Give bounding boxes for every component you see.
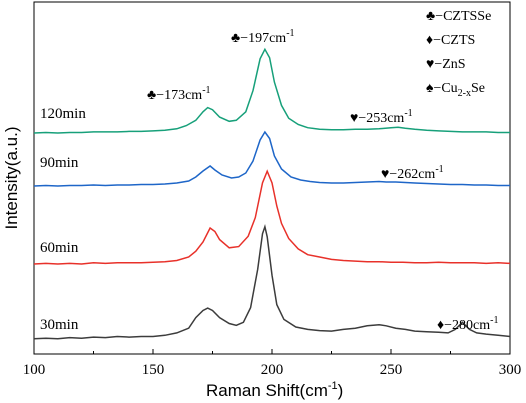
annotation-197: ♣−197cm-1 — [231, 28, 295, 46]
legend-item-cztsse: ♣−CZTSSe — [426, 9, 491, 24]
annotation-253: ♥−253cm-1 — [350, 108, 413, 126]
legend: ♣−CZTSSe ♦−CZTS ♥−ZnS ♠−Cu2-xSe — [426, 9, 491, 99]
x-axis-ticks: 100 150 200 250 300 — [23, 349, 522, 378]
series-line-90min — [33, 130, 510, 187]
series-line-120min — [33, 47, 510, 134]
y-axis-title: Intensity(a.u.) — [2, 127, 21, 230]
series-line-30min — [33, 223, 511, 340]
x-tick-label-200: 200 — [261, 362, 284, 378]
x-tick-label-300: 300 — [499, 362, 522, 378]
series-group — [33, 47, 511, 340]
series-line-60min — [33, 169, 511, 265]
annotation-280: ♦−280cm-1 — [437, 315, 499, 333]
x-tick-label-150: 150 — [142, 362, 165, 378]
plot-frame — [33, 1, 511, 355]
x-axis-title: Raman Shift(cm-1) — [206, 380, 343, 400]
series-label-90min: 90min — [40, 155, 79, 171]
series-label-120min: 120min — [40, 106, 86, 122]
series-label-30min: 30min — [40, 317, 79, 333]
x-tick-label-250: 250 — [380, 362, 403, 378]
legend-item-cu2xse: ♠−Cu2-xSe — [426, 81, 485, 99]
annotation-173: ♣−173cm-1 — [147, 85, 211, 103]
legend-item-czts: ♦−CZTS — [426, 33, 475, 48]
series-label-60min: 60min — [40, 240, 79, 256]
x-tick-label-100: 100 — [23, 362, 46, 378]
annotation-262: ♥−262cm-1 — [381, 164, 444, 182]
legend-item-zns: ♥−ZnS — [426, 57, 466, 72]
